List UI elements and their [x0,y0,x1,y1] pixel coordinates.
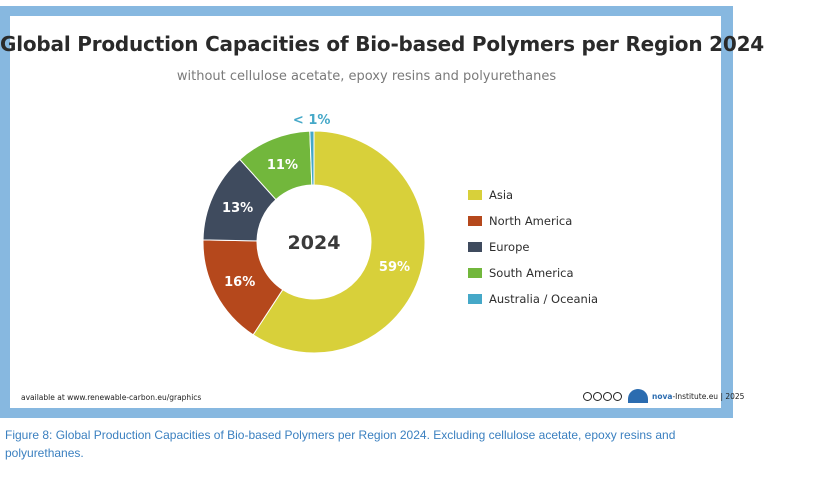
legend-label: Europe [489,240,530,254]
credit-text: -Institute.eu | 2025 [672,391,745,401]
logo-text: nova [652,391,673,401]
legend-swatch [468,294,482,304]
slice-label-south-america: 11% [267,158,298,173]
legend-swatch [468,268,482,278]
slice-label-europe: 13% [222,201,253,216]
source-note: available at www.renewable-carbon.eu/gra… [21,393,202,402]
credit-line: nova -Institute.eu | 2025 [583,389,744,403]
caption-text: Global Production Capacities of Bio-base… [5,428,676,460]
legend-swatch [468,190,482,200]
cc-license-icon [583,391,622,401]
slice-label-north-america: 16% [224,275,255,290]
legend-label: Australia / Oceania [489,292,599,306]
chart-title: Global Production Capacities of Bio-base… [0,32,764,56]
legend-item-europe: Europe [468,234,598,260]
donut-slice-asia [252,130,426,354]
chart-legend: Asia North America Europe South America Aust… [468,182,598,312]
figure-caption: Figure 8: Global Production Capacities o… [5,426,735,462]
legend-swatch [468,242,482,252]
legend-item-asia: Asia [468,182,598,208]
legend-label: North America [489,214,573,228]
legend-item-north-america: North America [468,208,598,234]
legend-item-south-america: South America [468,260,598,286]
caption-label: Figure 8: [5,428,53,442]
slice-label-australia-oceania: < 1% [293,113,331,128]
slice-label-asia: 59% [379,260,410,275]
legend-label: Asia [489,188,514,202]
legend-swatch [468,216,482,226]
legend-item-australia-oceania: Australia / Oceania [468,286,598,312]
nova-logo-icon [626,389,650,403]
chart-subtitle: without cellulose acetate, epoxy resins … [176,69,557,84]
donut-center-label: 2024 [288,232,341,254]
donut-slice-australia-oceania [309,130,315,186]
legend-label: South America [489,266,574,280]
